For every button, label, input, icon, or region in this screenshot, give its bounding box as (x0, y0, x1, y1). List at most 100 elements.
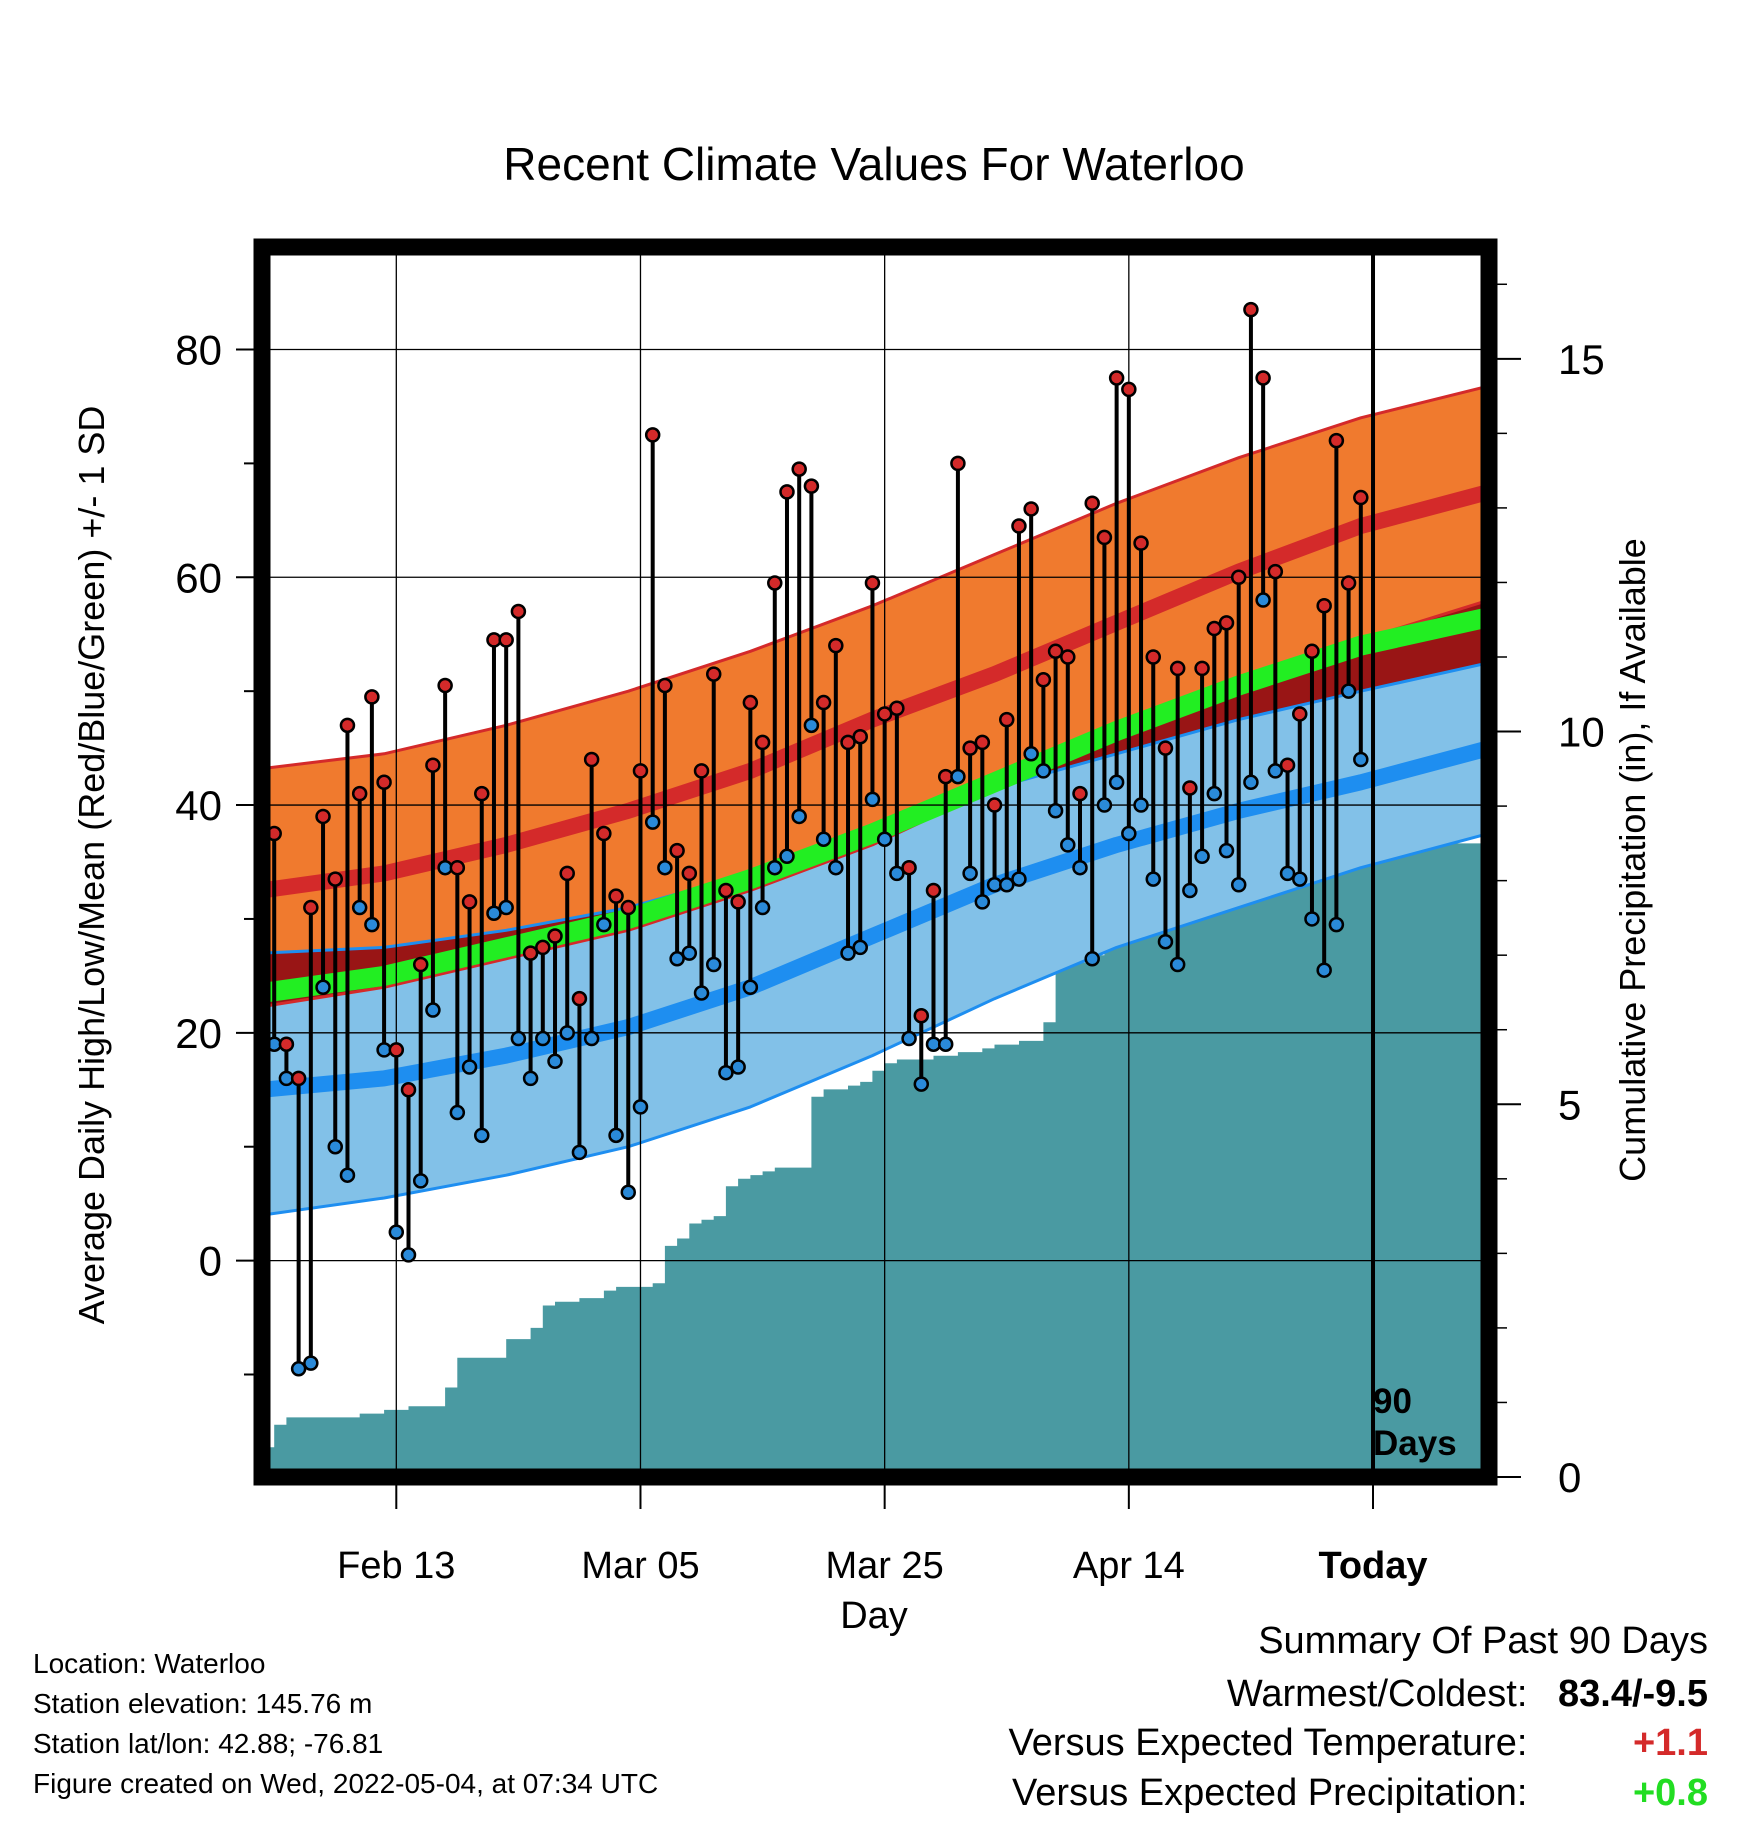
high-point (828, 637, 844, 654)
today-days-word: Days (1373, 1424, 1457, 1463)
high-point (1194, 660, 1210, 677)
low-point (486, 905, 502, 921)
high-point (412, 956, 429, 973)
low-point (1035, 763, 1052, 779)
low-point (657, 859, 673, 876)
high-point (1047, 643, 1064, 660)
high-point (1340, 575, 1357, 591)
low-point (876, 831, 893, 847)
x-tick-label: Apr 14 (1073, 1545, 1185, 1587)
low-point (803, 717, 820, 734)
high-point (571, 990, 588, 1007)
summary-heading: Summary Of Past 90 Days (1258, 1620, 1708, 1662)
y-tick-label: 40 (175, 782, 222, 829)
today-days-number: 90 (1373, 1382, 1412, 1421)
high-point (1206, 620, 1223, 637)
low-point (1255, 592, 1271, 608)
low-point (425, 1002, 441, 1018)
high-point (754, 734, 771, 751)
high-point (364, 689, 380, 705)
low-point (1206, 785, 1223, 802)
chart-title: Recent Climate Values For Waterloo (503, 138, 1244, 190)
low-point (620, 1184, 637, 1201)
high-point (1279, 757, 1296, 773)
low-point (840, 945, 856, 961)
high-point (901, 859, 917, 876)
high-point (1072, 785, 1088, 802)
low-point (1279, 865, 1296, 882)
high-point (791, 461, 807, 477)
high-point (1304, 643, 1320, 660)
low-point (705, 956, 722, 973)
low-point (315, 979, 331, 996)
low-point (828, 859, 844, 876)
high-point (596, 825, 612, 842)
high-point (1316, 598, 1332, 614)
low-point (1108, 774, 1125, 791)
low-point (608, 1127, 624, 1144)
high-point (864, 575, 881, 591)
low-point (1023, 746, 1039, 762)
low-point (1340, 683, 1357, 699)
high-point (742, 694, 759, 711)
high-point (1157, 740, 1174, 756)
high-point (339, 717, 356, 734)
y2-tick-label: 0 (1558, 1454, 1581, 1501)
low-point (449, 1104, 466, 1121)
low-point (962, 865, 978, 882)
low-point (644, 814, 661, 830)
high-point (950, 455, 966, 472)
high-point (1011, 518, 1027, 534)
high-point (767, 575, 783, 591)
precipitation-area-layer (262, 843, 1489, 1477)
high-point (388, 1042, 405, 1058)
high-point (425, 757, 441, 773)
temp-label: Versus Expected Temperature: (1008, 1722, 1528, 1764)
low-point (1096, 797, 1113, 813)
high-point (608, 888, 624, 904)
temp-value: +1.1 (1632, 1722, 1708, 1764)
low-point (1145, 871, 1162, 887)
y-tick-label: 60 (175, 554, 222, 601)
high-point (889, 700, 905, 716)
low-point (1243, 774, 1259, 791)
high-point (718, 882, 734, 899)
y2-axis: 0 5 10 15 (1497, 283, 1605, 1501)
low-point (889, 865, 905, 882)
high-point (1353, 489, 1369, 506)
low-point (1267, 763, 1284, 779)
low-point (974, 894, 991, 910)
high-point (1292, 706, 1308, 722)
low-point (1047, 803, 1064, 819)
summary-precip-row: Versus Expected Precipitation: +0.8 (1012, 1772, 1708, 1815)
low-point (1121, 825, 1137, 842)
high-sd-band (262, 385, 1489, 1007)
y-axis: 0 20 40 60 80 (175, 327, 254, 1376)
warmest-value: 83.4/-9.5 (1558, 1673, 1708, 1715)
low-point (1292, 871, 1308, 887)
low-point (950, 768, 966, 785)
y-tick-label: 80 (175, 327, 222, 374)
low-point (510, 1030, 527, 1047)
y2-axis-label: Cumulative Precipitation (in), If Availa… (1612, 538, 1653, 1182)
precip-label: Versus Expected Precipitation: (1012, 1772, 1528, 1814)
low-point (1084, 951, 1100, 967)
y-tick-label: 20 (175, 1010, 222, 1057)
high-point (913, 1008, 930, 1024)
high-point (1145, 649, 1162, 665)
high-point (290, 1070, 307, 1087)
high-point (644, 427, 661, 443)
high-point (474, 785, 490, 802)
high-point (461, 894, 478, 910)
x-tick-label: Mar 05 (581, 1545, 699, 1587)
low-point (1133, 797, 1149, 813)
low-point (1328, 916, 1345, 933)
low-point (852, 939, 868, 956)
high-point (962, 740, 978, 756)
low-point (693, 985, 710, 1001)
high-point (535, 939, 551, 956)
low-point (791, 808, 807, 825)
high-point (327, 871, 344, 887)
high-point (876, 706, 893, 722)
high-point (1084, 495, 1100, 511)
